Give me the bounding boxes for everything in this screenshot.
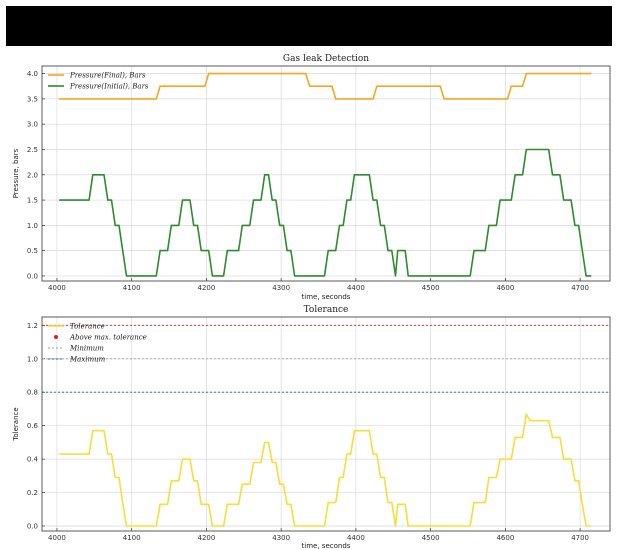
x-tick-label: 4000 [48, 284, 66, 292]
x-tick-label: 4600 [496, 284, 514, 292]
legend-label: Minimum [69, 345, 104, 353]
x-tick-label: 4600 [496, 534, 514, 542]
x-axis-label: time, seconds [302, 293, 351, 301]
x-tick-label: 4000 [48, 534, 66, 542]
x-tick-label: 4500 [422, 284, 440, 292]
plot-area [42, 317, 610, 531]
x-tick-label: 4400 [347, 534, 365, 542]
series-line-0 [59, 413, 592, 527]
plot-area [42, 66, 610, 281]
x-tick-label: 4300 [272, 534, 290, 542]
legend-label: Above max. tolerance [69, 334, 147, 342]
y-tick-label: 4.0 [27, 70, 38, 78]
x-tick-label: 4100 [123, 284, 141, 292]
legend-marker [54, 335, 58, 339]
y-tick-label: 1.0 [27, 222, 38, 230]
x-tick-label: 4700 [571, 284, 589, 292]
plot-frame [41, 65, 611, 282]
x-tick-label: 4300 [272, 284, 290, 292]
redaction-bar [6, 6, 612, 46]
y-axis-label: Tolerance [12, 407, 20, 441]
chart-title: Tolerance [304, 305, 349, 315]
y-tick-label: 3.0 [27, 121, 38, 129]
series-line-1 [59, 148, 592, 277]
y-tick-label: 0.6 [27, 422, 39, 430]
x-tick-label: 4200 [198, 284, 216, 292]
tolerance-chart: 4000 4100 4200 4300 4400 4500 4600 4700 0.0 0.2 0.… [12, 305, 611, 550]
gas-leak-chart: 4000 4100 4200 4300 4400 4500 4600 4700 0.0 0.5 1.… [12, 54, 611, 301]
y-tick-label: 0.8 [27, 389, 38, 397]
y-tick-label: 2.0 [27, 171, 38, 179]
y-tick-label: 1.2 [27, 322, 38, 330]
series-line-0 [59, 72, 592, 100]
y-tick-label: 1.0 [27, 355, 38, 363]
y-tick-label: 0.4 [27, 456, 39, 464]
legend-label: Tolerance [70, 323, 105, 331]
chart-title: Gas leak Detection [283, 54, 369, 64]
y-tick-label: 3.5 [27, 95, 38, 103]
y-tick-label: 0.0 [27, 522, 38, 530]
y-tick-label: 1.5 [27, 197, 38, 205]
x-tick-label: 4700 [571, 534, 589, 542]
y-tick-label: 0.2 [27, 489, 38, 497]
x-tick-label: 4500 [422, 534, 440, 542]
y-tick-label: 2.5 [27, 146, 38, 154]
x-axis-label: time, seconds [302, 542, 351, 550]
x-tick-label: 4400 [347, 284, 365, 292]
y-tick-label: 0.0 [27, 272, 38, 280]
plot-frame [41, 316, 611, 532]
legend-label: Pressure(Initial), Bars [69, 83, 149, 91]
x-tick-label: 4100 [123, 534, 141, 542]
y-tick-label: 0.5 [27, 247, 38, 255]
y-axis-label: Pressure, bars [12, 148, 20, 198]
legend-label: Maximum [69, 356, 106, 364]
x-tick-label: 4200 [198, 534, 216, 542]
legend-label: Pressure(Final), Bars [69, 72, 146, 80]
